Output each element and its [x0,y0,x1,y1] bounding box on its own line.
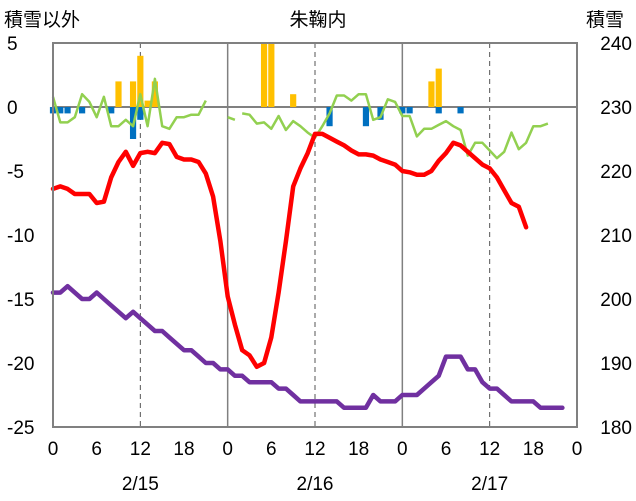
left-tick-label: -20 [7,354,34,375]
bar-1-2 [64,107,71,114]
plot-frame [52,42,578,428]
bar-1-3 [79,107,86,114]
x-tick-label: 6 [266,439,277,460]
x-tick-label: 0 [397,439,408,460]
bar-1-12 [435,107,442,114]
left-tick-label: 5 [7,34,18,55]
x-tick-label: 12 [479,439,500,460]
chart-title: 朱鞠内 [289,9,346,31]
x-tick-label: 0 [48,439,59,460]
bar-0-9 [435,68,442,107]
x-tick-label: 12 [130,439,151,460]
x-tick-label: 6 [441,439,452,460]
x-tick-label: 0 [572,439,583,460]
right-tick-label: 180 [600,418,632,439]
right-tick-label: 210 [600,226,632,247]
x-tick-label: 18 [348,439,369,460]
bar-1-6 [137,107,144,120]
bar-0-2 [137,55,144,107]
bar-1-13 [457,107,464,114]
right-tick-label: 240 [600,34,632,55]
bar-0-0 [115,81,122,107]
x-tick-label: 0 [222,439,233,460]
bar-1-11 [406,107,413,114]
bar-1-9 [377,107,384,120]
bar-0-7 [290,94,297,107]
bar-0-6 [268,43,275,107]
bar-1-8 [362,107,370,127]
bar-0-4 [151,81,158,107]
thin-line-0-2 [241,92,549,160]
right-tick-label: 190 [600,354,632,375]
thick-line-1 [50,283,565,411]
bar-1-10 [399,107,406,114]
bar-1-4 [108,107,115,114]
bar-1-7 [326,107,333,127]
bar-0-3 [144,100,151,107]
x-tick-label: 18 [173,439,194,460]
left-tick-label: -25 [7,418,34,439]
right-axis-label: 積雪 [586,9,624,31]
thin-line-0-0 [51,77,207,131]
right-tick-label: 200 [600,290,632,311]
bar-1-1 [57,107,64,114]
date-label: 2/15 [122,474,159,495]
x-tick-label: 12 [304,439,325,460]
bar-0-8 [428,81,435,107]
left-tick-label: -10 [7,226,34,247]
date-label: 2/17 [471,474,508,495]
x-tick-label: 18 [523,439,544,460]
right-tick-label: 220 [600,162,632,183]
bar-0-5 [260,43,268,107]
right-tick-label: 230 [600,98,632,119]
date-label: 2/16 [297,474,334,495]
thin-line-0-1 [227,116,236,121]
bar-0-1 [129,81,137,107]
left-tick-label: 0 [7,98,18,119]
left-tick-label: -5 [7,162,24,183]
left-axis-label: 積雪以外 [4,9,80,31]
left-tick-label: -15 [7,290,34,311]
x-tick-label: 6 [91,439,102,460]
thick-line-0 [50,131,529,370]
